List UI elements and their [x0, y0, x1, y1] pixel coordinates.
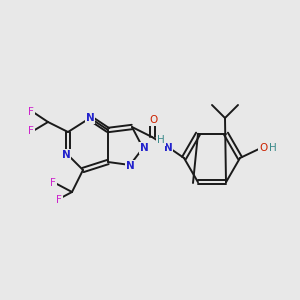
Text: H: H [157, 135, 165, 145]
Text: F: F [50, 178, 56, 188]
Text: N: N [140, 143, 148, 153]
Text: N: N [61, 150, 70, 160]
Text: N: N [126, 161, 134, 171]
Text: H: H [269, 143, 277, 153]
Text: F: F [28, 126, 34, 136]
Text: F: F [28, 107, 34, 117]
Text: N: N [164, 143, 172, 153]
Text: O: O [259, 143, 267, 153]
Text: F: F [56, 195, 62, 205]
Text: N: N [85, 113, 94, 123]
Text: O: O [150, 115, 158, 125]
